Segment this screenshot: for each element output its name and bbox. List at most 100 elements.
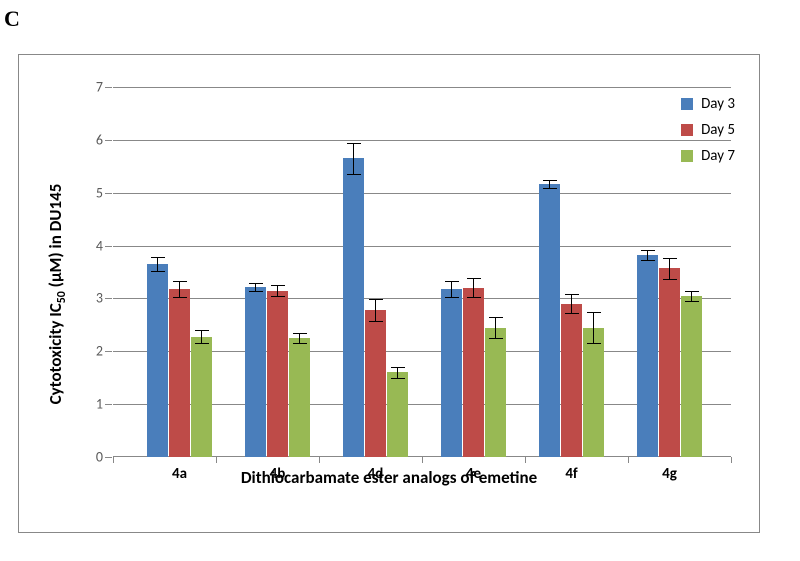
y-tick bbox=[105, 193, 112, 194]
error-cap bbox=[641, 250, 655, 251]
bar-4g-day-7 bbox=[681, 296, 702, 457]
y-axis-title: Cytotoxicity IC50 (μM) in DU145 bbox=[45, 183, 69, 404]
gridline bbox=[113, 87, 731, 88]
x-tick bbox=[525, 457, 526, 463]
error-bar bbox=[691, 291, 692, 302]
legend: Day 3Day 5Day 7 bbox=[681, 95, 735, 173]
error-bar bbox=[255, 283, 256, 291]
error-cap bbox=[543, 180, 557, 181]
x-tick bbox=[422, 457, 423, 463]
error-cap bbox=[293, 343, 307, 344]
bar-4e-day-5 bbox=[463, 288, 484, 457]
y-tick bbox=[105, 298, 112, 299]
error-cap bbox=[391, 367, 405, 368]
plot-area: 012345674a4b4d4e4f4g bbox=[113, 87, 731, 457]
error-cap bbox=[369, 299, 383, 300]
error-bar bbox=[473, 278, 474, 297]
error-bar bbox=[549, 180, 550, 188]
bar-4a-day-7 bbox=[191, 337, 212, 458]
error-cap bbox=[249, 283, 263, 284]
x-tick bbox=[113, 457, 114, 463]
error-cap bbox=[445, 281, 459, 282]
error-cap bbox=[173, 297, 187, 298]
error-bar bbox=[299, 333, 300, 344]
gridline bbox=[113, 140, 731, 141]
legend-swatch bbox=[681, 124, 693, 136]
bar-4b-day-5 bbox=[267, 291, 288, 458]
error-bar bbox=[593, 312, 594, 344]
error-bar bbox=[669, 258, 670, 279]
y-tick-label: 3 bbox=[96, 290, 103, 307]
y-tick bbox=[105, 457, 112, 458]
x-tick bbox=[628, 457, 629, 463]
y-tick-label: 4 bbox=[96, 237, 103, 254]
error-cap bbox=[565, 313, 579, 314]
error-bar bbox=[495, 317, 496, 338]
gridline bbox=[113, 246, 731, 247]
y-tick bbox=[105, 140, 112, 141]
bar-4d-day-5 bbox=[365, 310, 386, 457]
x-axis-title: Dithiocarbamate ester analogs of emetine bbox=[19, 467, 759, 488]
error-cap bbox=[663, 279, 677, 280]
error-bar bbox=[277, 285, 278, 296]
bar-4g-day-3 bbox=[637, 255, 658, 457]
bar-4e-day-3 bbox=[441, 289, 462, 457]
error-bar bbox=[571, 294, 572, 313]
error-cap bbox=[467, 278, 481, 279]
y-tick bbox=[105, 87, 112, 88]
legend-label: Day 5 bbox=[701, 121, 735, 139]
bar-4a-day-5 bbox=[169, 289, 190, 457]
legend-item: Day 3 bbox=[681, 95, 735, 113]
error-bar bbox=[375, 299, 376, 320]
y-tick-label: 6 bbox=[96, 131, 103, 148]
y-tick-label: 1 bbox=[96, 396, 103, 413]
error-cap bbox=[489, 338, 503, 339]
error-bar bbox=[397, 367, 398, 378]
error-bar bbox=[157, 257, 158, 272]
error-cap bbox=[195, 330, 209, 331]
error-bar bbox=[647, 250, 648, 261]
x-tick bbox=[731, 457, 732, 463]
bar-4g-day-5 bbox=[659, 268, 680, 457]
y-tick-label: 0 bbox=[96, 449, 103, 466]
error-cap bbox=[641, 260, 655, 261]
panel-label: C bbox=[4, 6, 20, 32]
y-tick-label: 2 bbox=[96, 343, 103, 360]
error-cap bbox=[445, 297, 459, 298]
error-bar bbox=[451, 281, 452, 297]
error-cap bbox=[271, 296, 285, 297]
x-tick bbox=[216, 457, 217, 463]
error-cap bbox=[347, 143, 361, 144]
x-tick bbox=[319, 457, 320, 463]
bar-4f-day-5 bbox=[561, 304, 582, 457]
error-bar bbox=[353, 143, 354, 175]
chart-frame: Cytotoxicity IC50 (μM) in DU145 01234567… bbox=[18, 54, 760, 533]
legend-item: Day 5 bbox=[681, 121, 735, 139]
error-cap bbox=[587, 312, 601, 313]
legend-label: Day 3 bbox=[701, 95, 735, 113]
error-cap bbox=[249, 291, 263, 292]
bar-4f-day-7 bbox=[583, 328, 604, 458]
error-cap bbox=[543, 188, 557, 189]
bar-4d-day-3 bbox=[343, 158, 364, 457]
error-cap bbox=[587, 343, 601, 344]
error-cap bbox=[271, 285, 285, 286]
y-tick bbox=[105, 404, 112, 405]
gridline bbox=[113, 193, 731, 194]
bar-4d-day-7 bbox=[387, 372, 408, 457]
y-tick-label: 7 bbox=[96, 79, 103, 96]
error-bar bbox=[201, 330, 202, 343]
bar-4a-day-3 bbox=[147, 264, 168, 457]
error-cap bbox=[685, 291, 699, 292]
y-tick-label: 5 bbox=[96, 184, 103, 201]
error-cap bbox=[489, 317, 503, 318]
bar-4f-day-3 bbox=[539, 184, 560, 457]
error-cap bbox=[347, 174, 361, 175]
error-cap bbox=[685, 301, 699, 302]
error-cap bbox=[467, 297, 481, 298]
y-tick bbox=[105, 351, 112, 352]
legend-swatch bbox=[681, 150, 693, 162]
error-cap bbox=[173, 281, 187, 282]
bar-4e-day-7 bbox=[485, 328, 506, 458]
legend-swatch bbox=[681, 98, 693, 110]
